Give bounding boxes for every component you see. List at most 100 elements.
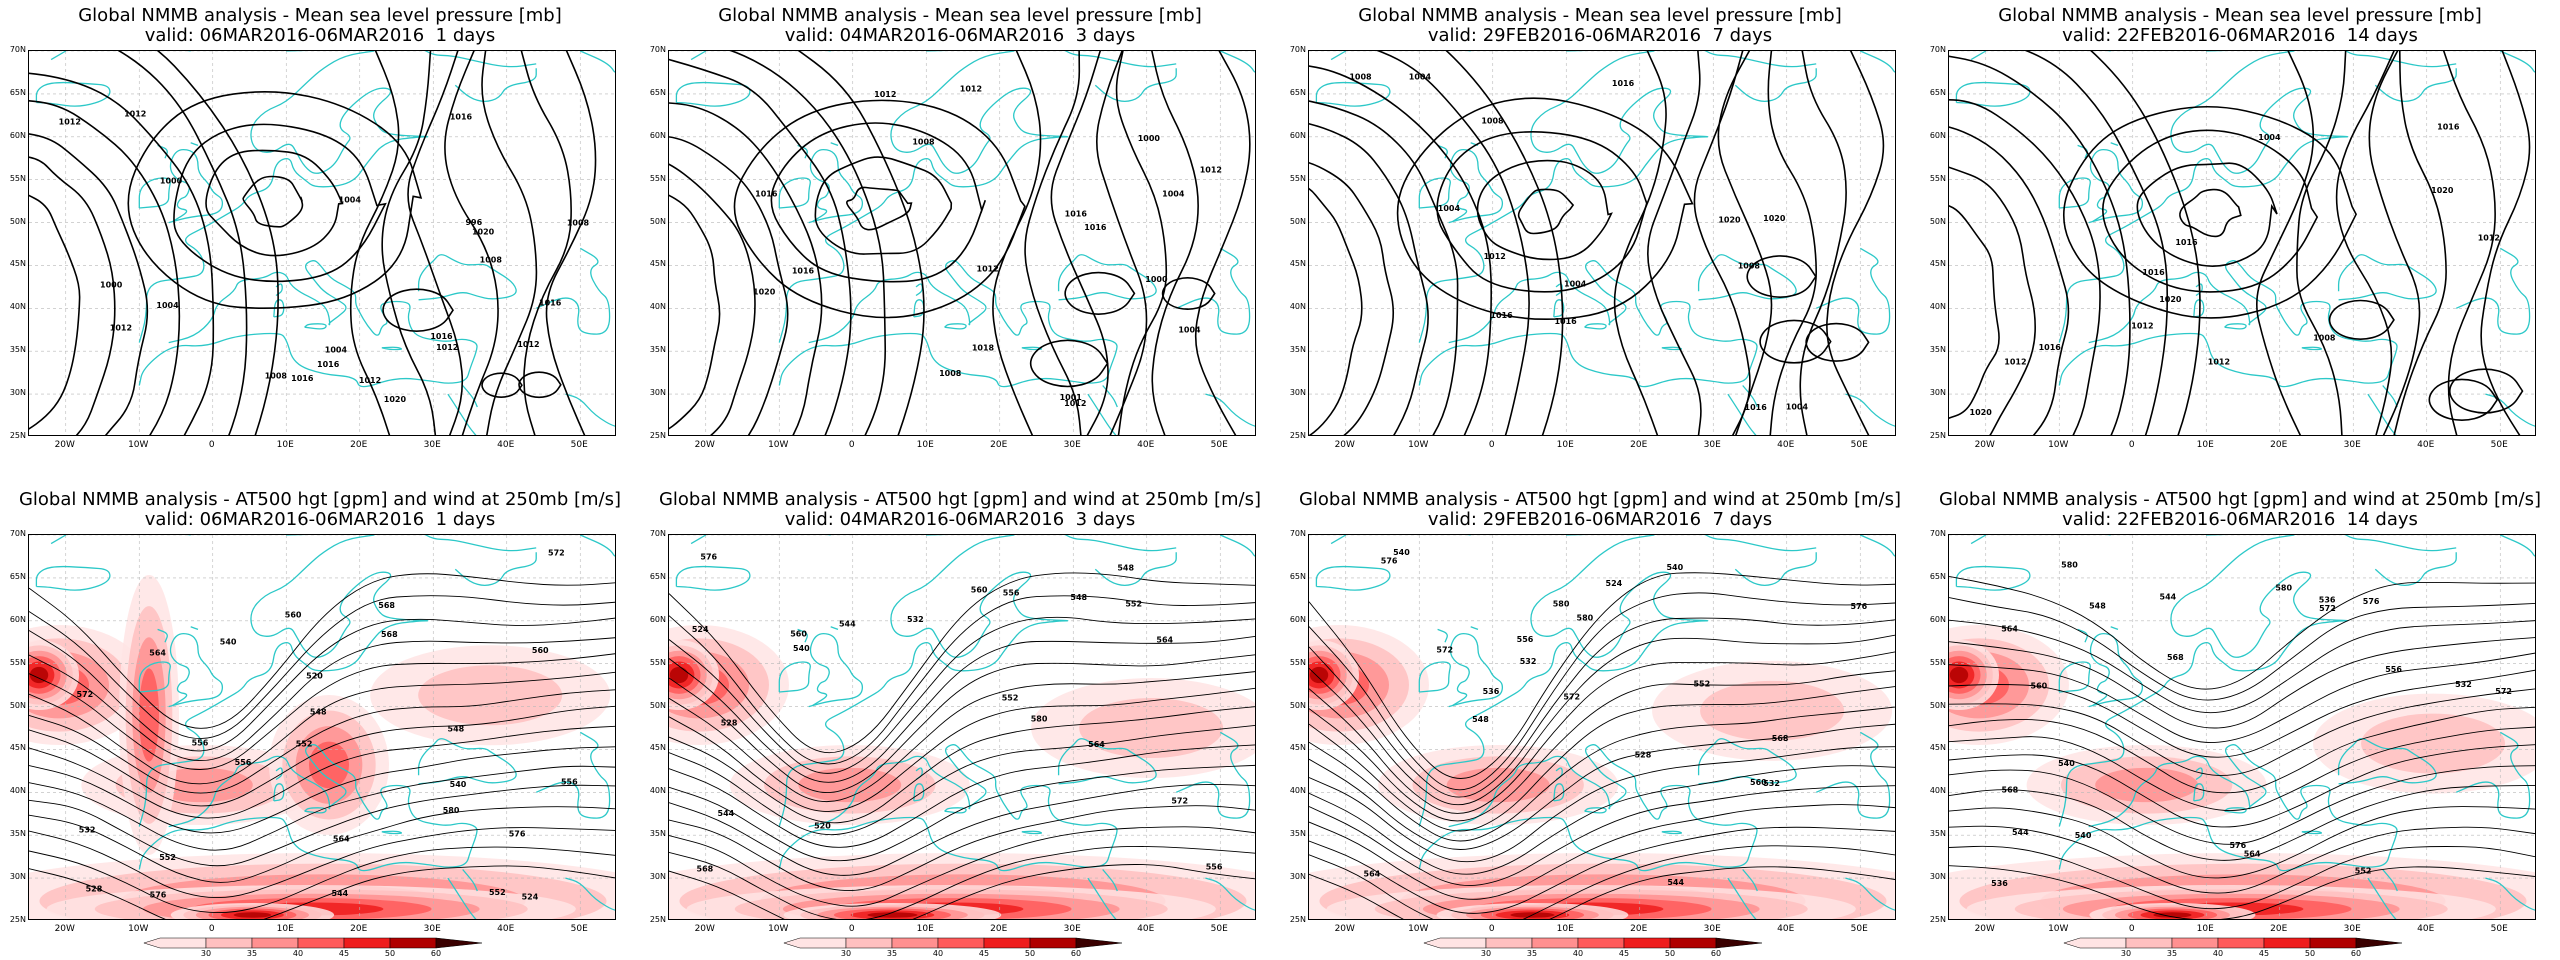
contour-label: 564 [1156,636,1173,645]
contour-labels: 1008 1004 1004 1012 1008 1012 1016 1000 996 1000 1… [59,109,590,404]
wind-colorbar: 30 35 40 45 50 60 [1423,937,1763,956]
lat-tick-label: 50N [1289,216,1306,226]
lon-tick-label: 0 [848,440,855,450]
wind-speed-fill [29,666,49,684]
colorbar-swatch [435,937,483,949]
panel-title: Global NMMB analysis - AT500 hgt [gpm] a… [1298,489,1902,510]
colorbar-tick-label: 45 [2259,949,2269,956]
lat-tick-label: 25N [649,431,666,440]
contour-label: 544 [332,889,349,898]
height-contour [669,724,1255,836]
contour-label: 520 [814,822,831,831]
contour-label: 1012 [2478,233,2500,242]
contour-labels: 524 520 528 532 540 544 548 552 556 560 564 568 572 5… [692,553,1223,874]
contour-label: 540 [1393,548,1410,557]
coastline [2088,632,2144,708]
height-contour [669,845,1255,919]
height-contour [29,725,615,819]
mslp-panel-1: Global NMMB analysis - Mean sea level pr… [0,0,640,476]
coastline [1470,626,1479,631]
lat-tick-label: 40N [9,302,26,312]
lon-tick-label: 30E [1063,924,1081,934]
contour-label: 564 [1364,869,1381,878]
coastline [1418,535,1709,827]
contour-label: 556 [1003,588,1020,597]
contour-label: 540 [2075,831,2092,840]
contour-label: 532 [79,826,96,835]
contour-label: 524 [692,625,709,634]
colorbar-tick-label: 50 [1025,949,1035,956]
wind-speed-fill [139,668,159,762]
lat-tick-label: 65N [1929,571,1946,581]
coastline [1205,877,1255,911]
contour-labels: 1012 1004 1012 1008 1012 1020 1016 1016 1012 1020… [1970,122,2500,417]
coastline [675,565,751,591]
colorbar-swatch [343,937,391,949]
wind-shading [1949,625,2535,919]
height-contour [1949,706,2535,794]
height-contour [1949,619,2535,714]
isobar [2428,378,2499,421]
colorbar-tick-label: 40 [933,949,943,956]
lat-tick-label: 25N [1289,915,1306,924]
coastline [1021,830,1043,835]
isobar [205,149,344,257]
colorbar-swatch [2309,937,2357,949]
lon-tick-label: 40E [497,440,515,450]
isobar [1647,51,1702,435]
map-plot-area: 520 524 540 544 548 552 556 548 552 556 560 564 568 5… [28,534,616,920]
contour-label: 576 [700,553,717,562]
height-contour [1949,688,2535,776]
lat-tick-label: 65N [1289,87,1306,97]
lon-tick-label: 30E [2343,924,2361,934]
isobar [1096,51,1148,435]
height-contour [1309,686,1895,832]
coastline [926,51,1177,68]
contour-label: 1012 [436,343,458,352]
coastline [1661,346,1683,351]
coastline [1584,323,1607,330]
wind-speed-fill [1309,666,1329,684]
lon-tick-label: 20W [1974,440,1995,450]
coastline [462,869,478,892]
coastline [1102,385,1118,408]
contour-label: 572 [2495,687,2512,696]
contour-label: 572 [1563,693,1580,702]
isobar [669,58,852,435]
lon-tick-label: 0 [2128,924,2135,934]
coastlines [1315,51,1895,435]
coastline [1448,632,1504,708]
lat-tick-label: 45N [1289,743,1306,753]
lat-tick-label: 70N [1929,529,1946,538]
contour-label: 544 [839,620,856,629]
lat-tick-label: 35N [1929,345,1946,355]
colorbar-tick-label: 35 [1527,949,1537,956]
panel-title: Global NMMB analysis - Mean sea level pr… [78,5,562,26]
contour-label: 536 [1483,687,1500,696]
coastline [447,393,477,435]
lon-tick-label: 20W [694,924,715,934]
lon-tick-label: 40E [1137,440,1155,450]
panel-valid-period: valid: 22FEB2016-06MAR2016 14 days [2062,509,2418,530]
isobar [1309,100,1459,435]
height-contour [29,746,615,834]
wind-speed-fill [233,912,272,918]
contour-label: 1001 [1060,393,1083,402]
height-contour [669,783,1255,876]
wind-speed-fill [1700,680,1845,741]
isobar [1050,51,1109,435]
colorbar-swatch [891,937,939,949]
height-contour [1309,866,1895,919]
contour-labels: 520 524 540 544 548 552 556 548 552 556 560 564 568 5… [77,549,579,902]
contour-label: 564 [149,649,166,658]
lon-tick-label: 50E [2490,440,2508,450]
height-contour [29,827,615,899]
panel-title: Global NMMB analysis - AT500 hgt [gpm] a… [1938,489,2542,510]
contour-label: 1016 [317,360,340,369]
coastline [1057,254,1157,301]
coastline [915,283,923,297]
contour-label: 1020 [1718,216,1741,225]
coastline [275,283,283,297]
lat-tick-label: 60N [1289,130,1306,140]
map-svg: 1008 1004 1004 1012 1008 1012 1016 1000 996 1000 1… [29,51,615,435]
